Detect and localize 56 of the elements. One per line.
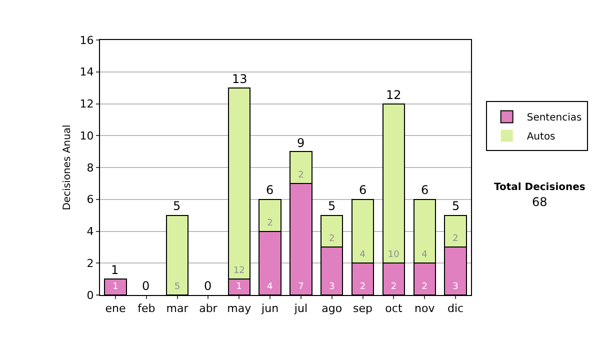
total-label: 0 xyxy=(142,279,150,293)
total-label: 12 xyxy=(386,88,402,102)
data-label: 2 xyxy=(452,234,458,244)
x-tick-label: oct xyxy=(385,302,403,316)
data-label: 4 xyxy=(422,250,428,260)
y-tick-label: 8 xyxy=(86,161,94,174)
text: 68 xyxy=(532,195,548,209)
total-label: 6 xyxy=(359,183,367,197)
data-label: 4 xyxy=(267,282,274,292)
data-label: 2 xyxy=(298,170,304,180)
x-tick-label: feb xyxy=(138,302,156,316)
data-label: 10 xyxy=(388,250,400,260)
total-label: 5 xyxy=(452,199,460,213)
y-tick-label: 4 xyxy=(86,225,94,238)
total-label: 9 xyxy=(297,136,305,150)
total-label: 1 xyxy=(111,263,119,277)
data-label: 5 xyxy=(174,282,180,292)
data-label: 2 xyxy=(329,234,335,244)
y-axis-title: Decisiones Anual xyxy=(62,124,73,210)
y-tick-label: 2 xyxy=(86,256,94,270)
y-tick-label: 0 xyxy=(86,288,94,302)
text: Total Decisiones xyxy=(494,182,586,193)
x-tick-label: abr xyxy=(199,302,218,316)
total-label: 0 xyxy=(204,279,212,293)
x-tick-label: nov xyxy=(414,302,436,316)
data-label: 12 xyxy=(233,266,245,276)
x-tick-label: jul xyxy=(293,302,308,316)
data-label: 2 xyxy=(390,282,397,292)
data-label: 3 xyxy=(329,282,335,292)
x-tick-label: may xyxy=(227,302,252,316)
legend-label: Sentencias xyxy=(526,112,582,124)
x-tick-label: ene xyxy=(105,302,126,316)
data-label: 7 xyxy=(298,282,304,292)
data-label: 1 xyxy=(236,282,242,292)
y-tick-label: 16 xyxy=(80,34,94,47)
y-tick-label: 12 xyxy=(80,98,94,111)
x-tick-label: jun xyxy=(260,302,279,316)
x-tick-label: mar xyxy=(166,302,189,316)
y-tick-label: 14 xyxy=(80,66,94,79)
total-label: 5 xyxy=(328,199,336,213)
data-label: 2 xyxy=(267,218,273,228)
legend-label: Autos xyxy=(526,132,556,143)
x-tick-label: sep xyxy=(353,302,373,316)
total-label: 13 xyxy=(232,72,248,86)
data-label: 2 xyxy=(422,282,428,292)
total-label: 6 xyxy=(421,183,429,197)
data-label: 1 xyxy=(112,282,118,292)
data-label: 4 xyxy=(360,250,366,260)
y-tick-label: 6 xyxy=(86,193,94,206)
data-label: 2 xyxy=(360,282,366,292)
total-label: 6 xyxy=(266,183,274,197)
x-tick-label: dic xyxy=(447,302,464,316)
x-tick-label: ago xyxy=(322,302,342,316)
total-label: 5 xyxy=(173,199,181,213)
y-tick-label: 10 xyxy=(80,129,94,142)
data-label: 3 xyxy=(452,282,458,292)
